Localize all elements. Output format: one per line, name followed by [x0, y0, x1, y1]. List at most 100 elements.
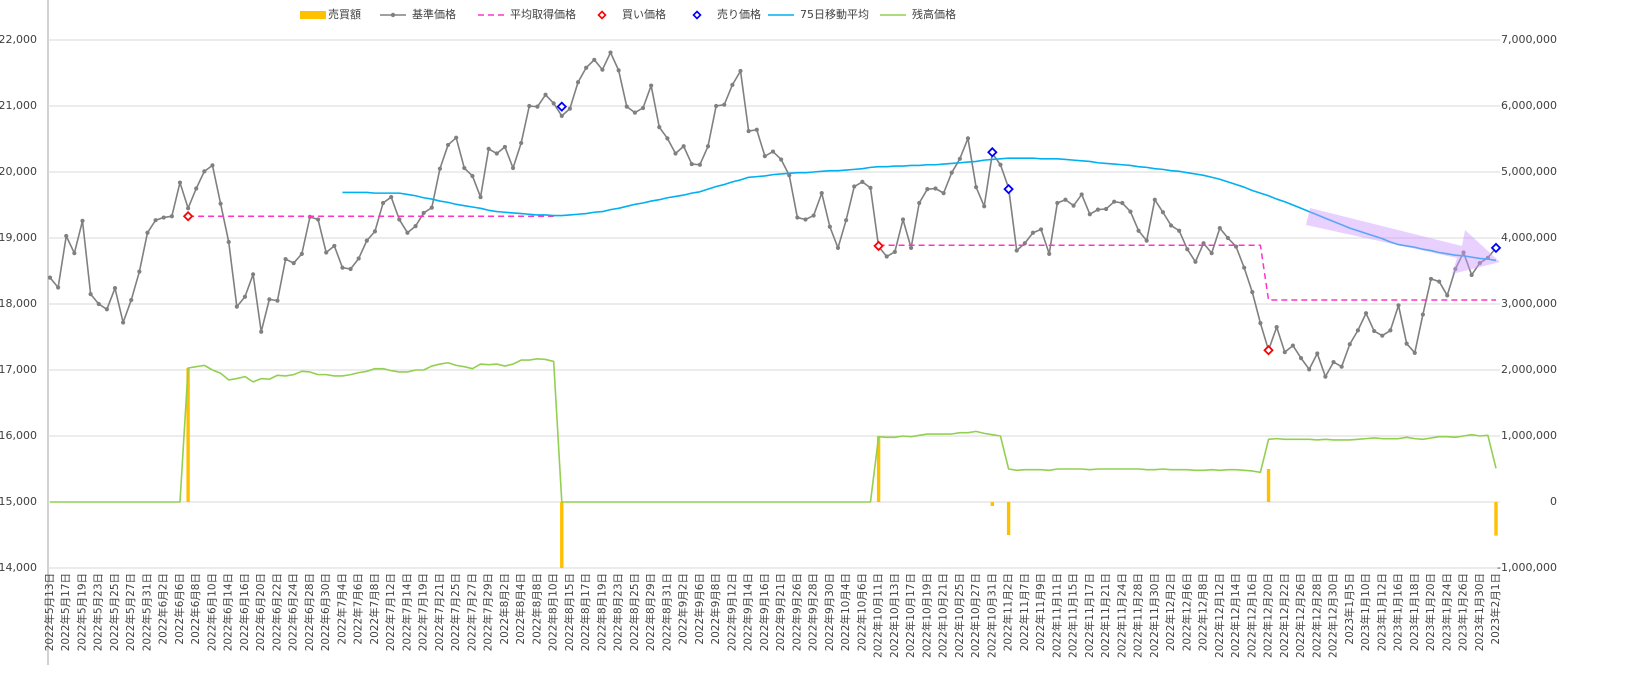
- y-tick-label: 14,000: [0, 561, 37, 574]
- point: [1055, 200, 1060, 206]
- point: [1323, 374, 1328, 379]
- point: [1168, 223, 1174, 228]
- point: [835, 245, 841, 250]
- point: [129, 297, 134, 303]
- point: [1331, 359, 1336, 365]
- x-tick-label: 2022年5月25日: [108, 573, 121, 651]
- x-tick-label: 2022年9月14日: [742, 573, 755, 651]
- x-tick-label: 2022年8月19日: [595, 573, 608, 651]
- point: [104, 307, 109, 312]
- point: [632, 110, 637, 115]
- trade-marker: [1490, 242, 1502, 254]
- x-tick-label: 2022年7月21日: [433, 573, 446, 651]
- point: [56, 285, 61, 290]
- y-tick-label: 15,000: [0, 495, 37, 508]
- point: [665, 136, 670, 141]
- x-tick-label: 2022年8月4日: [514, 573, 527, 645]
- point: [275, 298, 280, 303]
- x-tick-label: 2023年1月12日: [1375, 573, 1388, 651]
- x-tick-label: 2022年8月29日: [644, 573, 657, 651]
- point: [1469, 272, 1474, 278]
- y2-tick-label: 5,000,000: [1501, 165, 1557, 178]
- bar: [1494, 502, 1498, 536]
- y2-tick-label: 4,000,000: [1501, 231, 1557, 244]
- point: [1193, 259, 1198, 264]
- bar: [1266, 469, 1271, 502]
- x-tick-label: 2022年11月2日: [1002, 573, 1015, 651]
- x-tick-label: 2022年5月17日: [59, 573, 72, 651]
- x-tick-label: 2022年12月30日: [1327, 573, 1340, 658]
- line: [188, 215, 1496, 301]
- x-tick-label: 2022年9月16日: [758, 573, 771, 651]
- point: [616, 68, 621, 73]
- point: [649, 83, 654, 88]
- point: [1209, 251, 1214, 256]
- point: [1372, 328, 1377, 334]
- x-tick-label: 2022年12月28日: [1310, 573, 1323, 658]
- point: [738, 68, 743, 74]
- point: [502, 144, 508, 150]
- point: [1217, 226, 1222, 231]
- point: [714, 103, 719, 109]
- point: [80, 218, 85, 223]
- x-tick-label: 2022年11月24日: [1115, 573, 1128, 658]
- x-tick-label: 2022年6月6日: [173, 573, 186, 645]
- point: [1412, 350, 1417, 355]
- point: [592, 57, 597, 62]
- x-tick-label: 2022年10月25日: [953, 573, 966, 658]
- point: [470, 173, 475, 179]
- point: [315, 217, 321, 222]
- plot: [47, 50, 1499, 568]
- line: [50, 357, 1497, 503]
- point: [1404, 341, 1409, 346]
- point: [973, 185, 979, 190]
- point: [202, 169, 207, 174]
- point: [462, 165, 467, 171]
- point: [1461, 250, 1466, 255]
- point: [884, 254, 889, 259]
- x-tick-label: 2022年10月6日: [855, 573, 868, 651]
- x-tick-label: 2022年6月20日: [254, 573, 267, 651]
- x-tick-label: 2022年12月20日: [1262, 573, 1275, 658]
- point: [535, 104, 540, 109]
- x-tick-label: 2023年1月5日: [1343, 573, 1356, 645]
- point: [1233, 244, 1239, 249]
- point: [1038, 227, 1044, 232]
- point: [1047, 251, 1052, 256]
- line: [342, 157, 1497, 262]
- point: [324, 250, 329, 255]
- point: [380, 200, 386, 206]
- point: [917, 200, 922, 206]
- point: [47, 275, 53, 280]
- point: [933, 186, 938, 191]
- point: [1136, 228, 1141, 233]
- x-tick-label: 2022年11月30日: [1148, 573, 1161, 658]
- x-tick-label: 2022年5月23日: [92, 573, 105, 651]
- point: [397, 217, 402, 222]
- x-tick-label: 2022年9月8日: [709, 573, 722, 645]
- point: [1282, 350, 1287, 355]
- point: [1355, 328, 1360, 333]
- point: [559, 113, 564, 118]
- point: [1274, 325, 1279, 330]
- x-tick-label: 2022年12月2日: [1164, 573, 1177, 651]
- point: [681, 144, 686, 149]
- x-tick-label: 2023年1月24日: [1440, 573, 1453, 651]
- point: [868, 185, 873, 190]
- x-tick-label: 2022年7月4日: [335, 573, 348, 645]
- point: [445, 142, 451, 148]
- x-tick-label: 2022年6月10日: [205, 573, 218, 651]
- point: [892, 249, 897, 254]
- x-tick-label: 2022年5月19日: [75, 573, 88, 651]
- x-tick-label: 2022年8月10日: [547, 573, 560, 651]
- point: [811, 213, 816, 218]
- point: [779, 157, 784, 162]
- point: [795, 215, 800, 220]
- point: [137, 269, 142, 274]
- trade-marker: [1263, 344, 1274, 356]
- x-tick-label: 2022年7月29日: [482, 573, 495, 651]
- point: [575, 80, 581, 85]
- x-tick-label: 2022年9月26日: [790, 573, 803, 651]
- x-tick-label: 2022年10月13日: [888, 573, 901, 658]
- point: [1445, 293, 1450, 298]
